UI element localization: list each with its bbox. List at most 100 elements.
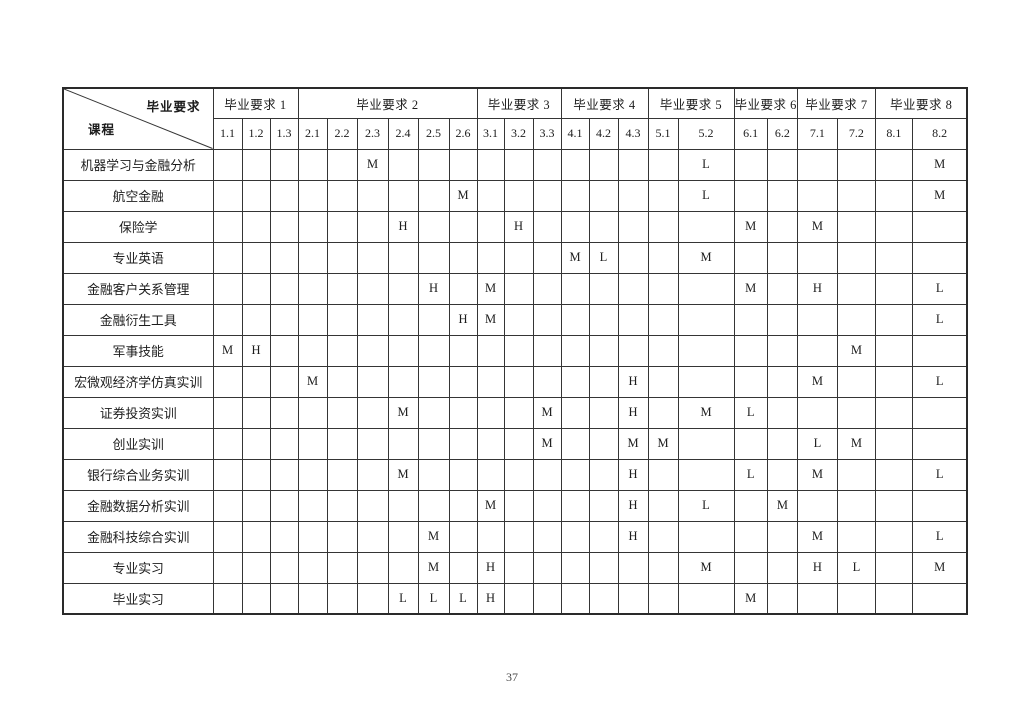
mark-cell-7.2 (836, 396, 876, 429)
mark-cell-4.2 (588, 272, 619, 305)
mark-cell-5.1 (647, 582, 679, 615)
mark-cell-6.2 (766, 210, 798, 243)
course-name: 金融科技综合实训 (62, 520, 214, 553)
mark-cell-2.1 (297, 582, 328, 615)
mark-cell-5.2: M (677, 241, 735, 274)
mark-cell-2.6: H (448, 303, 478, 336)
mark-cell-4.3: H (617, 520, 649, 553)
mark-cell-1.3 (269, 210, 299, 243)
mark-cell-2.3 (356, 303, 389, 336)
table-row: 金融客户关系管理 H M M H L (62, 272, 968, 305)
mark-cell-2.5 (417, 148, 450, 181)
mark-cell-5.1 (647, 303, 679, 336)
mark-cell-4.3: M (617, 427, 649, 460)
mark-cell-4.1 (560, 365, 590, 398)
subheader-2.2: 2.2 (326, 117, 358, 150)
mark-cell-6.1: M (733, 272, 768, 305)
mark-cell-1.3 (269, 365, 299, 398)
mark-cell-5.1 (647, 551, 679, 584)
subheader-2.3: 2.3 (356, 117, 389, 150)
mark-cell-8.2 (911, 582, 968, 615)
subheader-3.1: 3.1 (476, 117, 505, 150)
mark-cell-2.2 (326, 551, 358, 584)
mark-cell-3.2 (503, 148, 534, 181)
mark-cell-2.6: L (448, 582, 478, 615)
mark-cell-8.2: L (911, 272, 968, 305)
subheader-4.1: 4.1 (560, 117, 590, 150)
mark-cell-3.2 (503, 458, 534, 491)
mark-cell-2.5 (417, 334, 450, 367)
mark-cell-5.2: L (677, 148, 735, 181)
mark-cell-6.2 (766, 148, 798, 181)
mark-cell-5.1 (647, 334, 679, 367)
subheader-6.1: 6.1 (733, 117, 768, 150)
course-name: 专业英语 (62, 241, 214, 274)
mark-cell-5.1 (647, 148, 679, 181)
table-row: 银行综合业务实训 M H L M L (62, 458, 968, 491)
table-row: 金融数据分析实训 M H L M (62, 489, 968, 522)
mark-cell-1.1 (212, 303, 243, 336)
mark-cell-2.6: M (448, 179, 478, 212)
subheader-7.2: 7.2 (836, 117, 876, 150)
mark-cell-7.1 (796, 396, 838, 429)
mark-cell-6.2 (766, 179, 798, 212)
mark-cell-2.1 (297, 551, 328, 584)
mark-cell-5.2: M (677, 396, 735, 429)
mark-cell-8.1 (874, 458, 913, 491)
course-name: 创业实训 (62, 427, 214, 460)
mark-cell-2.1 (297, 396, 328, 429)
mark-cell-7.1: H (796, 272, 838, 305)
corner-label-course: 课程 (88, 122, 116, 137)
mark-cell-4.3 (617, 334, 649, 367)
mark-cell-2.3 (356, 458, 389, 491)
mark-cell-3.1 (476, 148, 505, 181)
mark-cell-4.2 (588, 458, 619, 491)
mark-cell-6.1 (733, 334, 768, 367)
mark-cell-2.2 (326, 396, 358, 429)
mark-cell-7.2: M (836, 334, 876, 367)
mark-cell-4.2 (588, 551, 619, 584)
mark-cell-1.1 (212, 458, 243, 491)
mark-cell-2.2 (326, 458, 358, 491)
mark-cell-3.1 (476, 241, 505, 274)
mark-cell-4.3 (617, 179, 649, 212)
mark-cell-7.1: M (796, 520, 838, 553)
mark-cell-7.2 (836, 365, 876, 398)
subheader-6.2: 6.2 (766, 117, 798, 150)
mark-cell-8.1 (874, 427, 913, 460)
subheader-8.1: 8.1 (874, 117, 913, 150)
mark-cell-7.2 (836, 303, 876, 336)
course-name: 银行综合业务实训 (62, 458, 214, 491)
mark-cell-2.5: M (417, 551, 450, 584)
mark-cell-3.1: H (476, 582, 505, 615)
mark-cell-1.1 (212, 148, 243, 181)
mark-cell-1.1 (212, 210, 243, 243)
mark-cell-2.4 (387, 427, 419, 460)
mark-cell-2.2 (326, 210, 358, 243)
mark-cell-6.1 (733, 427, 768, 460)
mark-cell-8.1 (874, 210, 913, 243)
mark-cell-7.2 (836, 520, 876, 553)
mark-cell-8.1 (874, 303, 913, 336)
mark-cell-8.1 (874, 179, 913, 212)
table-row: 机器学习与金融分析 M L M (62, 148, 968, 181)
mark-cell-1.1 (212, 582, 243, 615)
mark-cell-1.1 (212, 551, 243, 584)
mark-cell-8.2: L (911, 520, 968, 553)
mark-cell-4.1 (560, 458, 590, 491)
mark-cell-4.1 (560, 334, 590, 367)
mark-cell-2.4 (387, 241, 419, 274)
table-row: 金融衍生工具 H M L (62, 303, 968, 336)
mark-cell-8.2: M (911, 179, 968, 212)
mark-cell-3.2: H (503, 210, 534, 243)
course-name: 军事技能 (62, 334, 214, 367)
mark-cell-8.1 (874, 334, 913, 367)
mark-cell-5.2 (677, 303, 735, 336)
mark-cell-3.3 (532, 179, 562, 212)
mark-cell-7.2: L (836, 551, 876, 584)
mark-cell-7.1: M (796, 210, 838, 243)
table-row: 专业实习 M H M H L M (62, 551, 968, 584)
mark-cell-5.1 (647, 458, 679, 491)
mark-cell-3.3 (532, 582, 562, 615)
